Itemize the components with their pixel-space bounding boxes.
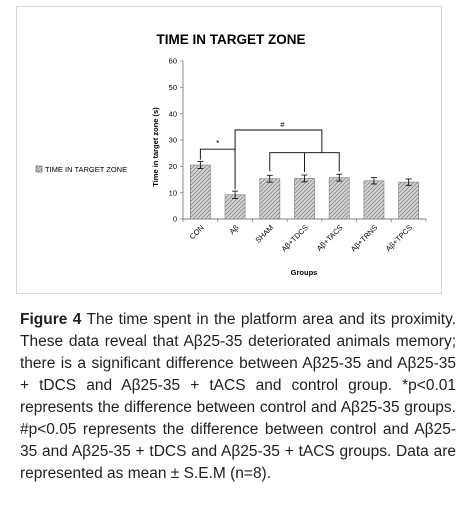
significance-bracket	[234, 129, 323, 154]
y-tick-label: 60	[169, 57, 177, 66]
bar-chart: TIME IN TARGET ZONE 0 10 20 30 40 50 60 CON Aβ S…	[35, 32, 427, 277]
x-tick-label: Aβ+TPCS	[384, 223, 414, 253]
x-tick-label: Aβ+TACS	[315, 223, 345, 253]
legend: TIME IN TARGET ZONE	[35, 165, 127, 174]
caption-label: Figure 4	[20, 311, 82, 328]
bar	[189, 164, 211, 220]
legend-label: TIME IN TARGET ZONE	[45, 165, 127, 174]
figure-caption: Figure 4 The time spent in the platform …	[20, 309, 456, 485]
significance-marker: *	[216, 139, 219, 148]
y-tick-label: 50	[169, 83, 177, 92]
y-axis-label: Time in target zone (s)	[151, 107, 160, 187]
bar	[363, 180, 385, 220]
bar	[294, 178, 315, 220]
y-tick-label: 10	[169, 188, 177, 197]
chart-title: TIME IN TARGET ZONE	[157, 32, 306, 47]
x-tick-label: Aβ+TRNS	[349, 223, 379, 253]
x-tick-label: SHAM	[254, 223, 276, 245]
y-tick-label: 0	[173, 215, 177, 224]
y-tick-label: 20	[169, 162, 177, 171]
significance-marker: #	[280, 120, 285, 129]
bar	[398, 181, 420, 220]
x-axis-label: Groups	[291, 268, 318, 277]
x-tick-label: Aβ	[228, 223, 241, 236]
chart-frame: TIME IN TARGET ZONE 0 10 20 30 40 50 60 CON Aβ S…	[16, 6, 442, 294]
y-tick-label: 40	[169, 109, 177, 118]
y-tick-label: 30	[169, 136, 177, 145]
caption-text: The time spent in the platform area and …	[20, 311, 456, 482]
bar	[328, 177, 350, 220]
x-tick-label: CON	[188, 223, 206, 241]
x-tick-label: Aβ+TDCS	[279, 223, 309, 253]
bar	[259, 178, 281, 220]
legend-swatch	[35, 165, 43, 173]
significance-bracket	[199, 148, 236, 190]
